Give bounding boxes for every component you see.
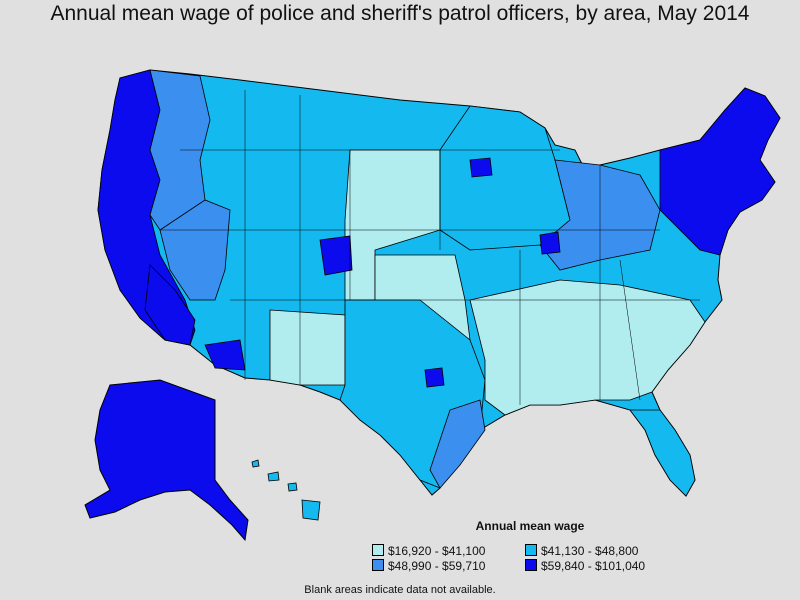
legend-label: $41,130 - $48,800 [541,544,639,558]
legend-item: $16,920 - $41,100 [372,544,485,558]
alaska-region [84,379,249,542]
arizona-metro-region [204,339,246,371]
southeast-region [469,279,706,416]
nevada-region [159,199,231,301]
footnote: Blank areas indicate data not available. [304,584,496,596]
northeast-region [659,87,781,256]
southwest-region [269,309,346,386]
legend-label: $16,920 - $41,100 [388,544,486,558]
southern-california-region [144,264,196,346]
dallas-metro-region [424,367,445,388]
minneapolis-metro-region [469,157,493,178]
legend-title: Annual mean wage [475,519,585,533]
area-boundaries [160,90,700,405]
texas-gulf-region [429,399,486,489]
legend-swatch [372,559,384,571]
legend-swatch [372,544,384,556]
map-title: Annual mean wage of police and sheriff's… [50,2,750,25]
legend-item: $41,130 - $48,800 [525,544,638,558]
legend-label: $48,990 - $59,710 [388,559,486,573]
legend-item: $59,840 - $101,040 [525,559,645,573]
hawaii-region [251,459,321,521]
legend-label: $59,840 - $101,040 [541,559,646,573]
chicago-metro-region [539,231,561,255]
legend-swatch [525,559,537,571]
florida-region [629,409,696,497]
upper-midwest-region [439,105,571,251]
legend-swatch [525,544,537,556]
colorado-region [319,235,353,276]
legend-item: $48,990 - $59,710 [372,559,485,573]
